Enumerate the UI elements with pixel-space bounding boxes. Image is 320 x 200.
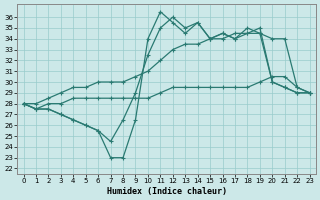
X-axis label: Humidex (Indice chaleur): Humidex (Indice chaleur) <box>107 187 227 196</box>
